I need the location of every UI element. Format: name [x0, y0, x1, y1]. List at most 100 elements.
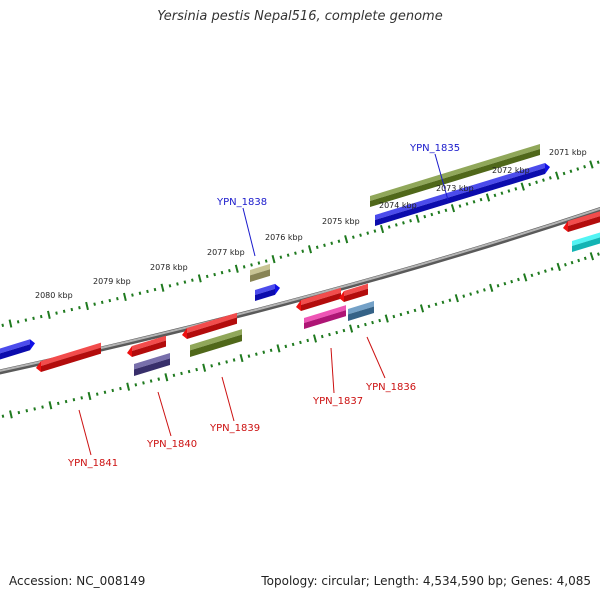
inner-tick [556, 262, 561, 272]
outer-tick [301, 249, 305, 253]
gene-arrowhead [30, 339, 35, 351]
inner-tick [378, 318, 382, 323]
inner-tick [597, 252, 600, 256]
callout-line [242, 207, 256, 257]
inner-tick [434, 302, 438, 307]
outer-tick [373, 229, 377, 233]
inner-tick [510, 279, 514, 284]
inner-tick [87, 391, 92, 401]
outer-tick [228, 269, 231, 273]
outer-tick [55, 311, 58, 315]
inner-tick [202, 363, 207, 372]
outer-tick [78, 306, 81, 310]
inner-tick [570, 260, 574, 265]
outer-tick [264, 259, 268, 263]
inner-tick [328, 332, 331, 337]
inner-tick [103, 390, 107, 394]
gene-block-top [375, 163, 545, 220]
inner-tick [239, 353, 244, 363]
outer-tick [1, 323, 5, 327]
gene-label: YPN_1841 [67, 458, 118, 469]
gene-block-top [132, 335, 166, 351]
inner-tick [413, 308, 417, 313]
inner-tick [195, 367, 198, 372]
gene-block-bottom [375, 167, 545, 226]
inner-tick [406, 310, 410, 315]
ruler-label: 2080 kbp [35, 291, 73, 300]
outer-tick [576, 167, 580, 171]
gene-block [127, 335, 166, 357]
ruler-label: 2077 kbp [207, 248, 245, 257]
inner-tick [441, 300, 445, 305]
inner-tick [247, 354, 251, 358]
outer-tick [337, 239, 341, 243]
outer-tick [176, 282, 179, 286]
outer-tick [359, 233, 362, 237]
outer-tick [409, 219, 412, 223]
gene-arrowhead [339, 291, 344, 302]
outer-tick [131, 293, 134, 297]
inner-tick [225, 360, 228, 364]
gene-block-top [190, 329, 242, 351]
outer-tick [70, 307, 74, 312]
outer-tick [493, 193, 497, 198]
outer-tick [344, 235, 349, 244]
outer-tick [116, 297, 119, 301]
gene-arrowhead [545, 163, 550, 175]
inner-tick [399, 312, 403, 317]
inner-tick [312, 334, 318, 343]
outer-tick [108, 298, 112, 303]
inner-tick [56, 401, 60, 406]
gene-block-top [255, 283, 275, 295]
callout-line [78, 409, 92, 456]
gene-block-bottom [190, 334, 242, 357]
ruler-label: 2079 kbp [93, 277, 131, 286]
outer-tick [250, 263, 253, 267]
callout-line [366, 336, 386, 379]
outer-tick [24, 318, 28, 322]
inner-tick [476, 290, 479, 294]
outer-tick [197, 274, 202, 283]
inner-tick [550, 267, 554, 271]
outer-tick [415, 214, 420, 223]
callout-line [434, 153, 449, 201]
inner-tick [119, 386, 122, 391]
gene-block-top [344, 283, 368, 296]
inner-tick [142, 381, 145, 385]
outer-tick [450, 204, 456, 213]
inner-tick [164, 373, 169, 382]
inner-tick [262, 350, 266, 354]
gene-block-top [348, 301, 374, 315]
inner-tick [342, 328, 346, 333]
gene-label: YPN_1835 [409, 143, 460, 154]
inner-tick [462, 294, 466, 298]
outer-tick [366, 231, 370, 235]
gene-block-bottom [250, 269, 270, 282]
gene-block-top [187, 312, 237, 333]
outer-tick [138, 291, 142, 295]
gene-arrowhead [36, 361, 41, 372]
inner-tick [210, 364, 214, 368]
inner-tick [111, 388, 115, 393]
gene-block-bottom [568, 213, 600, 232]
outer-tick [183, 280, 187, 284]
gene-label: YPN_1836 [365, 382, 416, 393]
gene-block-bottom [187, 317, 237, 339]
inner-tick [299, 340, 302, 345]
inner-tick [9, 410, 13, 419]
callout-line [157, 391, 172, 437]
outer-tick [271, 254, 276, 264]
gene-block [0, 339, 35, 361]
gene-block [375, 163, 550, 226]
inner-tick [427, 304, 431, 309]
gene-block [370, 144, 540, 207]
inner-tick [454, 294, 459, 303]
outer-tick [402, 221, 405, 225]
ruler-label: 2078 kbp [150, 263, 188, 272]
inner-tick [72, 398, 76, 402]
gene-block-top [41, 342, 101, 366]
outer-tick [535, 180, 538, 185]
inner-tick [306, 338, 310, 343]
gene-block-top [572, 229, 600, 246]
ruler-label: 2073 kbp [436, 184, 474, 193]
